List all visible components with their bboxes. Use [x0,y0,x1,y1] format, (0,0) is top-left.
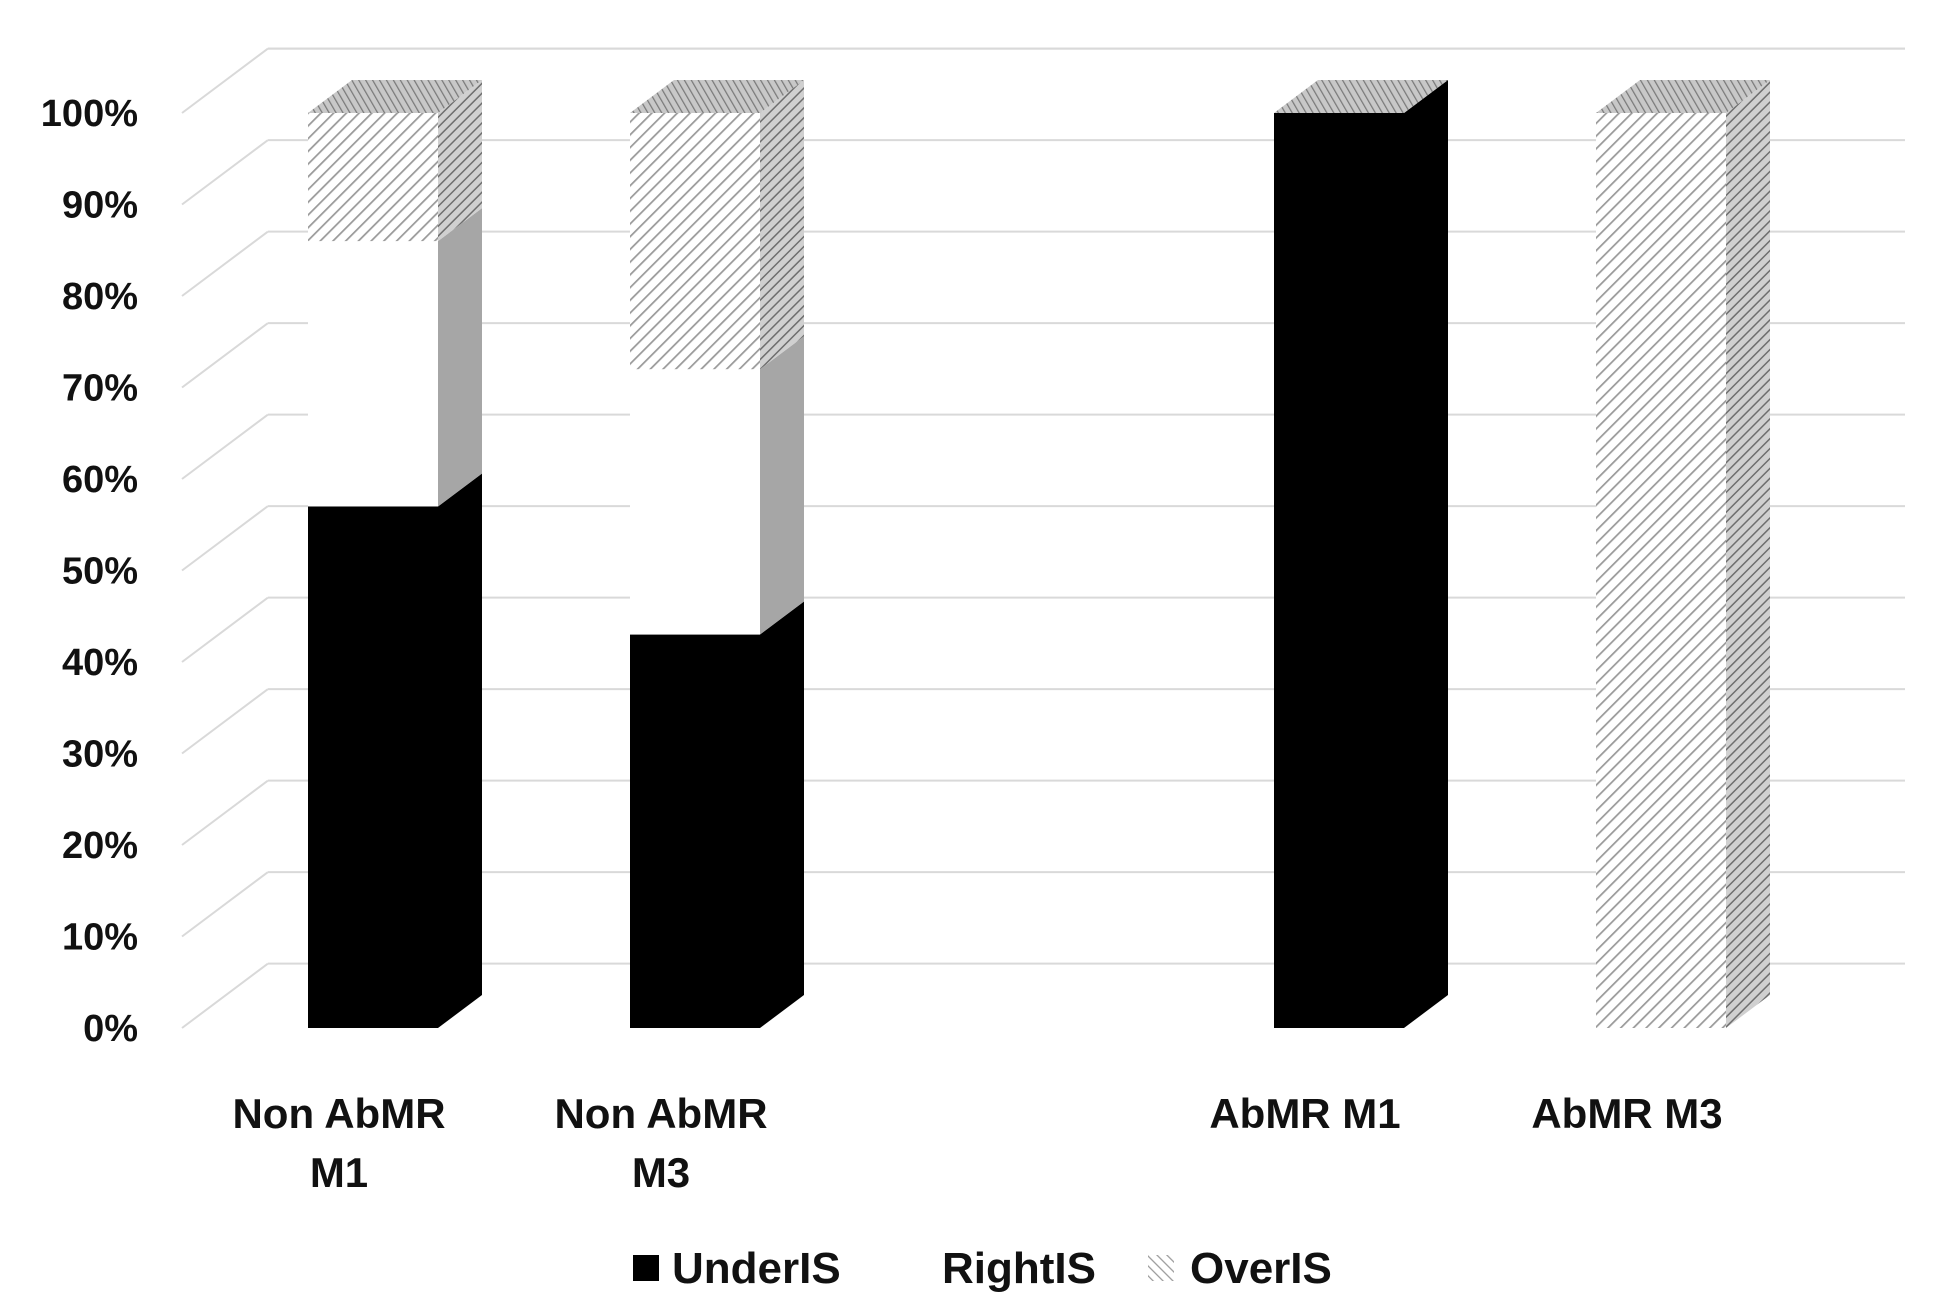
gridline-diagonal [181,230,269,297]
y-tick-label: 70% [62,368,138,410]
y-tick-label: 90% [62,185,138,227]
bar-underis-0-side [438,473,482,1028]
y-tick-label: 40% [62,642,138,684]
x-category-label: Non AbMR [232,1090,445,1137]
x-axis-category-labels: Non AbMR M1 Non AbMR M3 AbMR M1 AbMR M3 [232,1090,1722,1196]
y-tick-label: 30% [62,734,138,776]
gridline-diagonal [181,779,269,846]
gridline-diagonal [181,688,269,755]
bars [308,80,1770,1028]
gridline-diagonal [181,47,269,114]
bar-underis-3-side [1404,80,1448,1028]
bar-underis-3-top [1274,80,1448,113]
bar-overis-4-front [1596,113,1726,1028]
bar-overis-0-side [438,80,482,242]
bar-overis-0-top [308,80,482,113]
bar-underis-1-side [760,601,804,1028]
gridline-diagonal [181,139,269,206]
bar-overis-1-top [630,80,804,113]
bar-overis-4-top [1596,80,1770,113]
bar-underis-3-front [1274,113,1404,1028]
bar-rightis-1-front [630,369,760,635]
legend-label-rightis: RightIS [942,1244,1096,1292]
bar-underis-1-front [630,634,760,1028]
y-tick-label: 80% [62,276,138,318]
bar-overis-1-side [760,80,804,370]
x-category-label: Non AbMR [554,1090,767,1137]
bar-overis-0-front [308,113,438,242]
gridline-diagonal [181,413,269,480]
bar-overis-1-front [630,113,760,370]
gridline-diagonal [181,596,269,663]
legend-label-overis: OverIS [1190,1244,1332,1292]
x-category-label: AbMR M3 [1531,1090,1722,1137]
y-tick-label: 100% [41,93,138,135]
bar-rightis-0-side [438,208,482,507]
legend-swatch-overis [1148,1255,1174,1281]
gridline-diagonal [181,871,269,938]
bar-overis-4-side [1726,80,1770,1028]
bar-underis-0-front [308,506,438,1028]
legend-swatch-rightis [903,1255,929,1281]
x-category-label: M1 [310,1149,368,1196]
x-category-label: M3 [632,1149,690,1196]
y-tick-label: 60% [62,459,138,501]
y-tick-label: 10% [62,917,138,959]
bar-rightis-0-front [308,241,438,507]
legend-label-underis: UnderIS [672,1244,841,1292]
gridline-diagonal [181,505,269,572]
y-tick-label: 0% [83,1008,138,1050]
legend-swatch-underis [633,1255,659,1281]
bar-rightis-1-side [760,336,804,635]
y-tick-label: 50% [62,551,138,593]
legend: UnderIS RightIS OverIS [633,1244,1332,1292]
x-category-label: AbMR M1 [1209,1090,1400,1137]
y-tick-label: 20% [62,825,138,867]
gridline-diagonal [181,322,269,389]
gridline-diagonal [181,962,269,1029]
y-axis-tick-labels: 0% 10% 20% 30% 40% 50% 60% 70% 80% 90% 100% [41,93,138,1050]
